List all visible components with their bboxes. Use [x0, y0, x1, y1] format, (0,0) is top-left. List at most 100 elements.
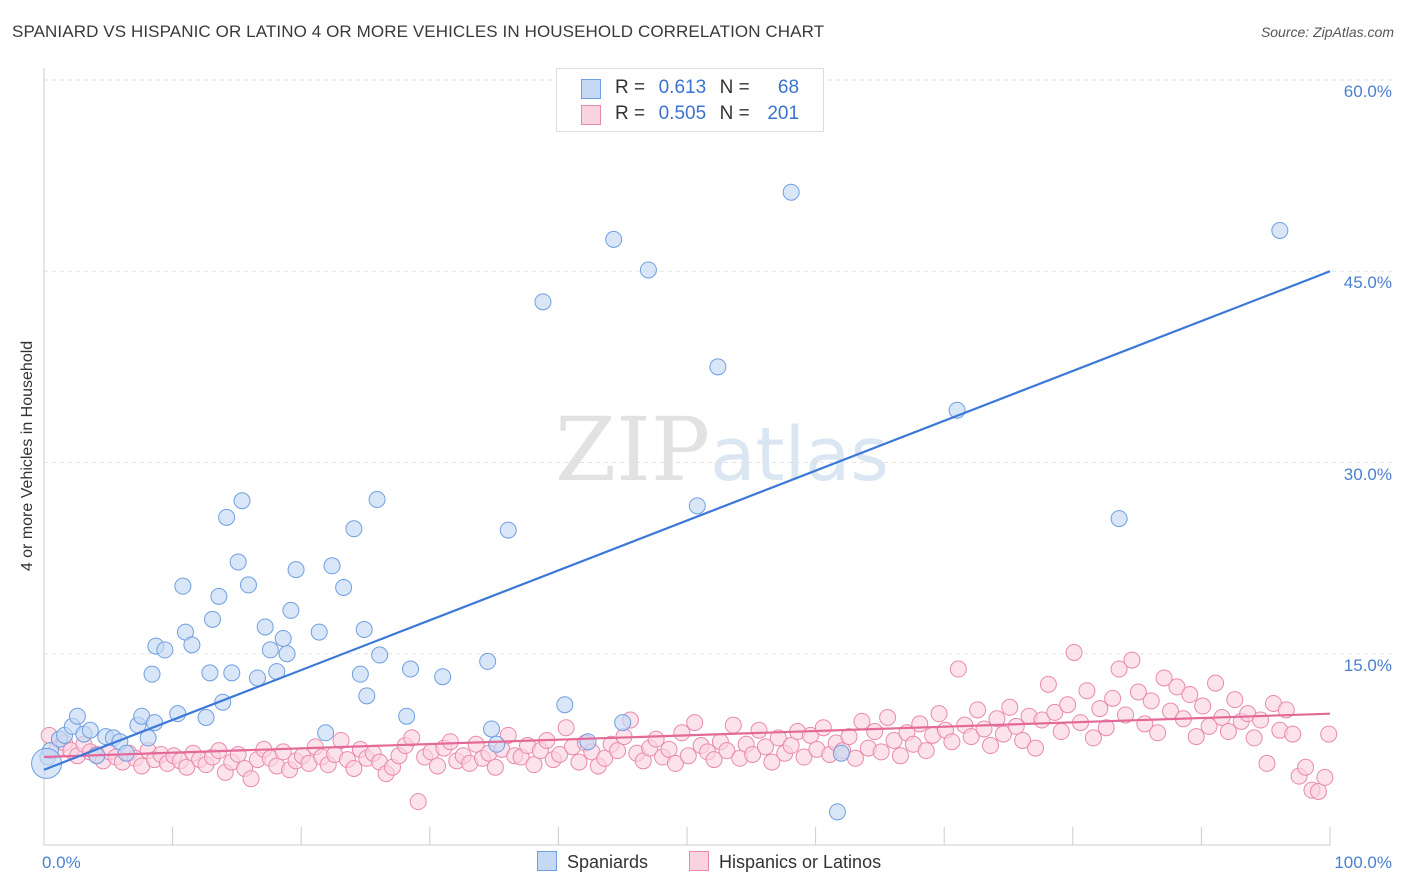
data-point: [355, 621, 373, 639]
data-point: [1001, 698, 1019, 716]
data-point: [744, 745, 762, 763]
data-point: [639, 261, 657, 279]
legend-swatch-hispanics: [689, 851, 709, 871]
data-point: [441, 733, 459, 751]
data-point: [1181, 686, 1199, 704]
data-point: [709, 358, 727, 376]
data-point: [988, 710, 1006, 728]
chart-title: SPANIARD VS HISPANIC OR LATINO 4 OR MORE…: [12, 22, 825, 41]
data-point: [282, 601, 300, 619]
trend-line: [43, 712, 1331, 759]
data-point: [345, 760, 363, 777]
data-point: [203, 610, 221, 628]
data-point: [828, 803, 846, 821]
data-point: [814, 719, 832, 737]
data-point: [1155, 669, 1173, 687]
data-point: [1168, 678, 1186, 696]
legend-swatch-spaniards: [537, 851, 557, 871]
data-point: [866, 723, 884, 741]
r-value: 0.613: [658, 77, 707, 98]
trend-line: [43, 270, 1331, 771]
data-point: [1059, 696, 1077, 714]
data-point: [1046, 703, 1064, 721]
data-point: [345, 520, 363, 538]
data-point: [666, 754, 684, 772]
data-point: [483, 720, 501, 738]
data-point: [499, 521, 517, 539]
data-point: [949, 660, 967, 678]
data-point: [210, 587, 228, 605]
data-point: [1226, 691, 1244, 709]
data-point: [556, 696, 574, 714]
data-point: [178, 758, 196, 776]
data-point: [1309, 782, 1327, 800]
data-point: [1142, 692, 1160, 710]
stats-box: R = 0.613 N = 68 R = 0.505 N = 201: [556, 68, 824, 132]
legend-item-spaniards[interactable]: Spaniards: [537, 851, 648, 873]
data-point: [1320, 725, 1338, 743]
data-point: [218, 508, 236, 526]
data-point: [840, 728, 858, 746]
data-point: [981, 737, 999, 755]
data-point: [239, 576, 257, 594]
data-point: [782, 737, 800, 755]
data-point: [795, 748, 813, 766]
data-point: [398, 707, 416, 725]
legend-label-hispanics: Hispanics or Latinos: [719, 852, 882, 872]
watermark-atlas: atlas: [710, 412, 889, 498]
x-tick-label-max: 100.0%: [1334, 853, 1392, 872]
n-label: N =: [719, 77, 750, 98]
data-point: [229, 553, 247, 571]
data-point: [647, 730, 665, 748]
y-tick-label: 60.0%: [1343, 82, 1392, 101]
data-point: [1052, 723, 1070, 741]
data-point: [673, 724, 691, 742]
trend-lines: [43, 270, 1331, 771]
data-point: [310, 623, 328, 641]
data-point: [763, 753, 781, 771]
data-point: [769, 729, 787, 747]
data-point: [1123, 651, 1141, 669]
data-point: [81, 721, 99, 739]
data-point: [201, 664, 219, 682]
data-point: [1284, 725, 1302, 743]
r-value: 0.505: [658, 103, 707, 124]
n-value: 201: [767, 103, 800, 124]
data-point: [679, 747, 697, 765]
y-tick-label: 30.0%: [1343, 464, 1392, 484]
data-point: [891, 747, 909, 765]
data-point: [551, 745, 569, 763]
data-point: [358, 687, 376, 705]
data-point: [557, 719, 575, 737]
data-point: [1097, 719, 1115, 737]
data-point: [686, 714, 704, 732]
data-point: [1065, 643, 1083, 661]
data-point: [242, 770, 260, 788]
data-point: [233, 492, 251, 510]
data-point: [1129, 683, 1147, 701]
data-point: [479, 652, 497, 670]
data-point: [1084, 729, 1102, 747]
x-tick-label-min: 0.0%: [42, 853, 81, 872]
data-point: [351, 665, 369, 683]
data-point: [1039, 675, 1057, 693]
watermark: ZIPatlas: [555, 398, 889, 501]
data-point: [930, 705, 948, 723]
data-point: [879, 709, 897, 726]
legend-item-hispanics[interactable]: Hispanics or Latinos: [689, 851, 881, 873]
data-point: [143, 665, 161, 683]
data-point: [223, 664, 241, 682]
data-point: [660, 740, 678, 758]
data-point: [467, 735, 485, 753]
data-point: [429, 757, 447, 775]
data-point: [1252, 711, 1270, 729]
data-point: [197, 709, 215, 726]
data-point: [756, 738, 774, 756]
data-point: [705, 751, 723, 769]
data-point: [156, 641, 174, 659]
data-point: [261, 641, 279, 659]
r-label: R =: [615, 103, 646, 124]
data-point: [832, 744, 850, 762]
data-point: [885, 731, 903, 749]
y-tick-label: 15.0%: [1343, 655, 1392, 675]
